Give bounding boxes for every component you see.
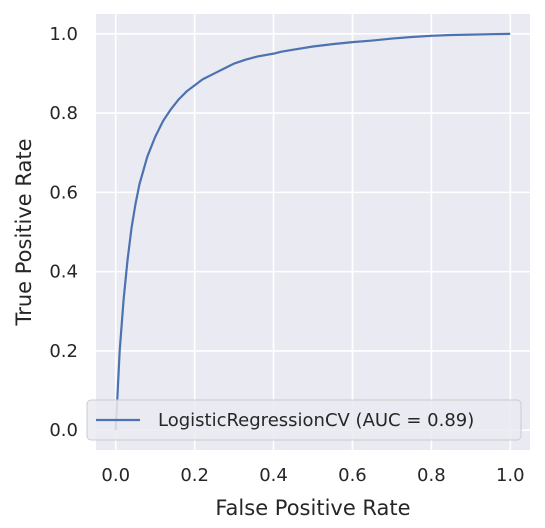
x-tick-label: 0.2 (180, 465, 209, 486)
tick-labels: 0.0 0.2 0.4 0.6 0.8 1.0 0.0 0.2 0.4 0.6 0.8 1.0 (49, 24, 524, 486)
y-tick-label: 0.6 (49, 182, 78, 203)
y-tick-label: 0.8 (49, 103, 78, 124)
series-line-roc (114, 32, 511, 431)
y-tick-label: 1.0 (49, 24, 78, 45)
x-tick-label: 0.8 (417, 465, 446, 486)
y-tick-label: 0.2 (49, 341, 78, 362)
plot-area (96, 14, 530, 450)
y-tick-label: 0.0 (49, 420, 78, 441)
x-tick-label: 0.0 (101, 465, 130, 486)
series-layer (114, 32, 511, 431)
legend: LogisticRegressionCV (AUC = 0.89) (86, 399, 522, 441)
x-tick-label: 1.0 (496, 465, 525, 486)
x-axis-title: False Positive Rate (215, 496, 410, 520)
y-tick-label: 0.4 (49, 262, 78, 283)
legend-label: LogisticRegressionCV (AUC = 0.89) (158, 410, 474, 431)
x-tick-label: 0.4 (259, 465, 288, 486)
legend-box (86, 399, 522, 441)
y-axis-title: True Positive Rate (12, 138, 36, 326)
x-tick-label: 0.6 (338, 465, 367, 486)
